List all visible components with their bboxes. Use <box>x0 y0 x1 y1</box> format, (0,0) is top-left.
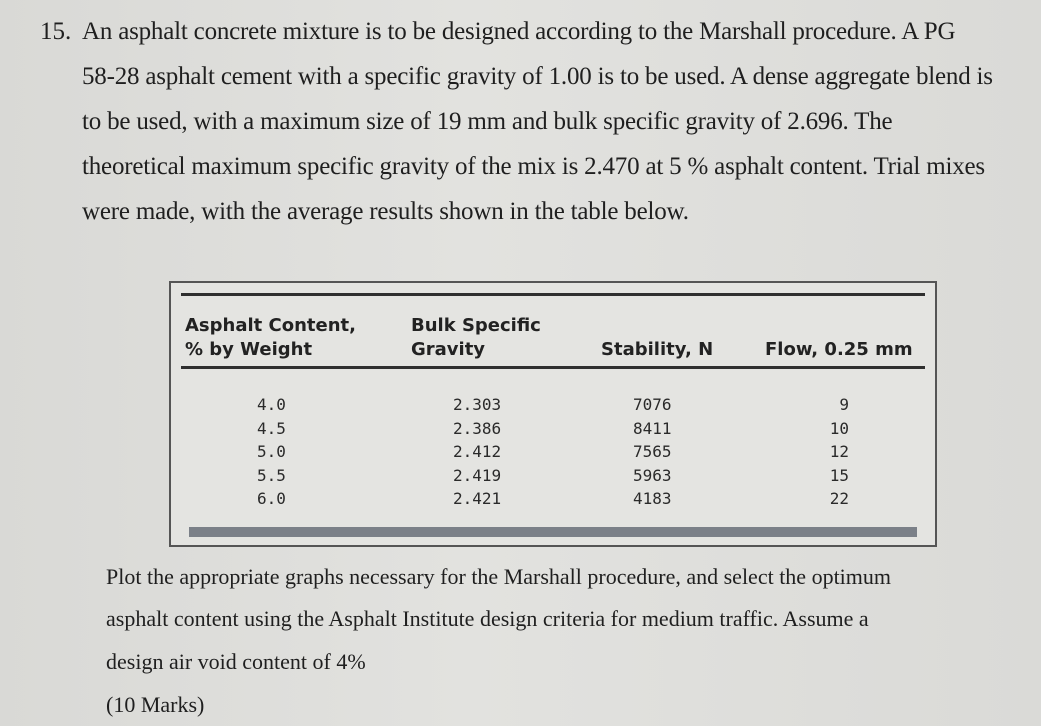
table-cell: 5963 <box>633 465 672 485</box>
table-cell: 5.5 <box>257 465 286 485</box>
table-cell: 8411 <box>633 418 672 438</box>
column-flow: 9 10 12 15 22 <box>807 393 849 511</box>
table-top-rule <box>181 293 925 296</box>
question-line-3: to be used, with a maximum size of 19 mm… <box>82 108 893 135</box>
prompt-line-1: Plot the appropriate graphs necessary fo… <box>106 564 892 589</box>
header-asphalt-content-line-2: % by Weight <box>185 339 313 360</box>
header-bulk-specific-gravity-line-1: Bulk Specific <box>411 315 541 336</box>
table-cell: 12 <box>829 442 849 461</box>
question-number: 15. <box>40 18 72 45</box>
header-asphalt-content: Asphalt Content, % by Weight <box>185 314 356 362</box>
table-cell: 4.0 <box>257 395 286 414</box>
header-bulk-specific-gravity-line-2: Gravity <box>411 339 486 360</box>
marks-label: (10 Marks) <box>106 692 205 717</box>
table-cell: 10 <box>829 418 849 438</box>
header-stability: Stability, N <box>601 339 714 360</box>
table-cell: 2.412 <box>453 442 502 461</box>
table-cell: 6.0 <box>257 489 286 508</box>
table-header-rule <box>181 366 925 369</box>
table-cell: 5.0 <box>257 442 286 461</box>
table-cell: 2.386 <box>453 418 502 438</box>
table-cell: 7565 <box>633 442 672 461</box>
column-bulk-specific-gravity: 2.303 2.386 2.412 2.419 2.421 <box>453 393 501 511</box>
table-cell: 2.421 <box>453 489 502 508</box>
header-flow: Flow, 0.25 mm <box>765 339 913 360</box>
header-asphalt-content-line-1: Asphalt Content, <box>185 315 356 336</box>
table-bottom-rule <box>189 527 917 537</box>
column-asphalt-content: 4.0 4.5 5.0 5.5 6.0 <box>257 393 286 511</box>
table-cell: 4.5 <box>257 418 286 438</box>
table-cell: 2.303 <box>453 395 502 414</box>
question-line-1: An asphalt concrete mixture is to be des… <box>82 18 956 45</box>
column-stability: 7076 8411 7565 5963 4183 <box>633 393 672 511</box>
question-line-4: theoretical maximum specific gravity of … <box>82 153 985 180</box>
table-cell: 7076 <box>633 395 672 414</box>
header-bulk-specific-gravity: Bulk Specific Gravity <box>411 314 541 362</box>
question-line-5: were made, with the average results show… <box>82 198 689 225</box>
table-cell: 22 <box>829 489 849 508</box>
prompt-line-3: design air void content of 4% <box>106 649 366 674</box>
table-cell: 15 <box>829 465 849 485</box>
question-line-2: 58-28 asphalt cement with a specific gra… <box>82 63 993 90</box>
prompt-line-2: asphalt content using the Asphalt Instit… <box>106 606 869 631</box>
table-cell: 9 <box>839 395 849 414</box>
data-table: Asphalt Content, % by Weight Bulk Specif… <box>169 281 937 547</box>
table-cell: 4183 <box>633 489 672 508</box>
table-cell: 2.419 <box>453 465 502 485</box>
